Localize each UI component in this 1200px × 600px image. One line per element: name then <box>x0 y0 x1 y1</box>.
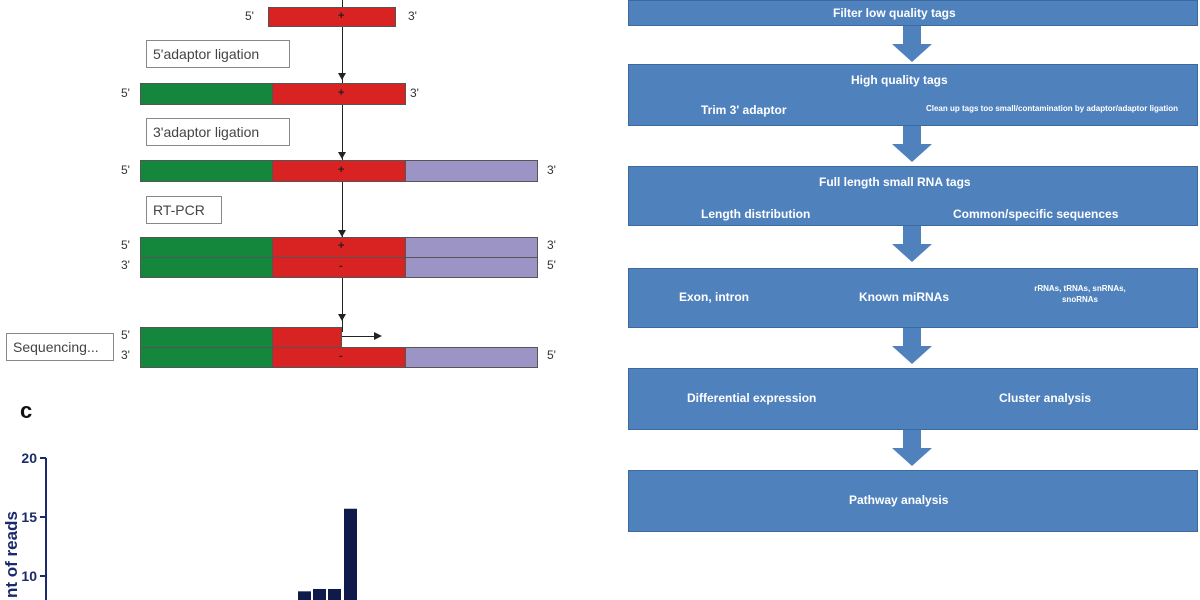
row0-3prime: 3' <box>408 9 417 23</box>
y-axis-label: nt of reads <box>2 511 21 598</box>
read-length-bar-chart: nt of reads 10 15 20 <box>2 450 357 600</box>
arrowhead-4 <box>338 314 346 321</box>
flow-arrow-4 <box>892 328 932 364</box>
row2-5-adaptor <box>140 160 273 182</box>
step-3-adaptor-label: 3'adaptor ligation <box>153 124 260 140</box>
box4-exon-intron: Exon, intron <box>679 290 749 304</box>
row4-bot-3prime: 3' <box>121 348 130 362</box>
row3-top-5-adaptor <box>140 237 273 258</box>
step-3-adaptor-ligation: 3'adaptor ligation <box>146 118 290 146</box>
box1-title: Filter low quality tags <box>833 6 956 20</box>
row4-bot-5-adaptor <box>140 347 273 368</box>
box3-title: Full length small RNA tags <box>819 175 971 189</box>
arrowhead-2 <box>338 152 346 159</box>
bar <box>328 588 341 600</box>
step-sequencing: Sequencing... <box>6 333 114 361</box>
row4-top-partial-read <box>272 327 342 348</box>
row1-plus: + <box>338 87 345 99</box>
row1-3prime: 3' <box>410 86 419 100</box>
bar <box>313 588 326 600</box>
box6-title: Pathway analysis <box>849 493 949 507</box>
y-tick-label: 15 <box>21 509 37 525</box>
row0-5prime: 5' <box>245 9 254 23</box>
step-sequencing-label: Sequencing... <box>13 339 99 355</box>
bar <box>298 591 311 600</box>
row2-plus: + <box>338 164 345 176</box>
row3-bot-3-adaptor <box>405 257 538 278</box>
step-rt-pcr: RT-PCR <box>146 196 222 224</box>
box4-other-rnas: rRNAs, tRNAs, snRNAs, snoRNAs <box>1034 284 1126 304</box>
box3-length-distribution: Length distribution <box>701 207 811 221</box>
row3-bot-5-adaptor <box>140 257 273 278</box>
row2-5prime: 5' <box>121 163 130 177</box>
box-annotation: Exon, intron Known miRNAs rRNAs, tRNAs, … <box>628 268 1198 328</box>
row3-plus: + <box>338 240 345 252</box>
row3-bot-5prime: 5' <box>547 258 556 272</box>
row1-5prime: 5' <box>121 86 130 100</box>
sequencing-direction-arrow <box>342 336 376 337</box>
row4-bot-3-adaptor <box>405 347 538 368</box>
panel-label-c: c <box>20 398 33 423</box>
row4-top-5prime: 5' <box>121 328 130 342</box>
small-rna-insert <box>268 7 396 27</box>
row4-bot-5prime: 5' <box>547 348 556 362</box>
sequencing-arrowhead <box>374 332 382 340</box>
box-expression-analysis: Differential expression Cluster analysis <box>628 368 1198 430</box>
box2-title: High quality tags <box>851 73 948 87</box>
flow-arrow-2 <box>892 126 932 162</box>
row2-3-adaptor <box>405 160 538 182</box>
arrowhead-3 <box>338 230 346 237</box>
bar <box>344 508 357 600</box>
row0-plus: + <box>338 10 345 22</box>
row3-top-3prime: 3' <box>547 238 556 252</box>
step-5-adaptor-ligation: 5'adaptor ligation <box>146 40 290 68</box>
box-pathway-analysis: Pathway analysis <box>628 470 1198 532</box>
row3-top-5prime: 5' <box>121 238 130 252</box>
box2-trim-3-adaptor: Trim 3' adaptor <box>701 103 787 117</box>
row4-minus: - <box>339 350 343 362</box>
box2-clean-up: Clean up tags too small/contamination by… <box>925 104 1179 113</box>
row4-top-5-adaptor <box>140 327 273 348</box>
arrowhead-1 <box>338 73 346 80</box>
box4-known-mirnas: Known miRNAs <box>859 290 949 304</box>
flow-arrow-5 <box>892 430 932 466</box>
box3-common-specific: Common/specific sequences <box>953 207 1119 221</box>
flow-arrow-3 <box>892 226 932 262</box>
y-tick-label: 20 <box>21 450 37 466</box>
step-5-adaptor-label: 5'adaptor ligation <box>153 46 260 62</box>
box5-cluster-analysis: Cluster analysis <box>999 391 1092 405</box>
box5-differential-expression: Differential expression <box>687 391 817 405</box>
flow-arrow-1 <box>892 26 932 62</box>
box-full-length-tags: Full length small RNA tags Length distri… <box>628 166 1198 226</box>
row1-insert <box>272 83 406 105</box>
row3-minus: - <box>339 260 343 272</box>
row3-top-3-adaptor <box>405 237 538 258</box>
step-rt-pcr-label: RT-PCR <box>153 202 205 218</box>
row3-bot-3prime: 3' <box>121 258 130 272</box>
row1-5-adaptor <box>140 83 273 105</box>
row2-3prime: 3' <box>547 163 556 177</box>
box-filter-low-quality: Filter low quality tags <box>628 0 1198 26</box>
y-tick-label: 10 <box>21 568 37 584</box>
box-high-quality-tags: High quality tags Trim 3' adaptor Clean … <box>628 64 1198 126</box>
